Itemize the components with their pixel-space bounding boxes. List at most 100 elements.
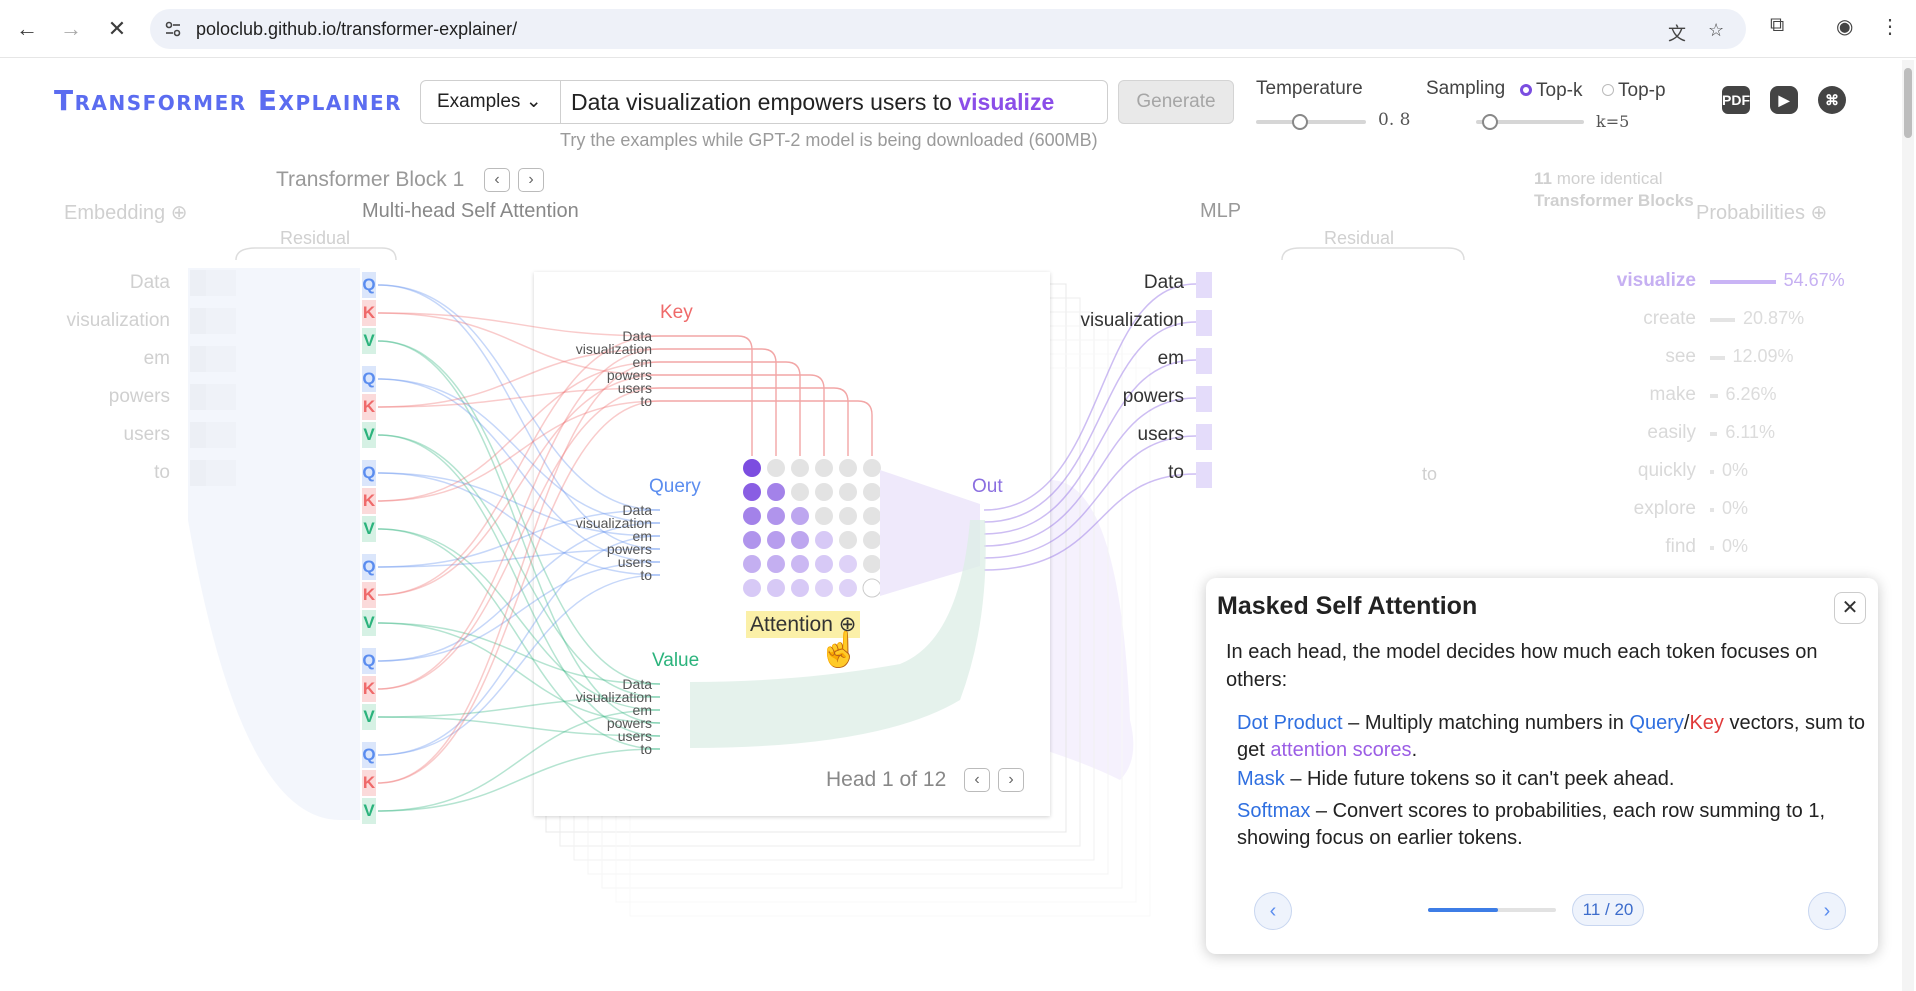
block-prev-button[interactable]: ‹	[484, 168, 510, 192]
head-token-label: visualization	[575, 515, 652, 531]
head-token-label: visualization	[575, 341, 652, 357]
github-icon[interactable]: ⌘	[1818, 86, 1846, 114]
zoom-icon: ⊕	[838, 613, 857, 636]
q-vector-label: Q	[362, 554, 376, 580]
v-flow-line	[377, 709, 661, 812]
previous-step-button[interactable]: ‹	[1254, 892, 1292, 930]
k-vector-label: K	[362, 770, 376, 796]
zoom-icon[interactable]: ⊕	[1810, 202, 1828, 224]
app-logo[interactable]: Transformer Explainer	[54, 84, 403, 117]
next-step-button[interactable]: ›	[1808, 892, 1846, 930]
site-settings-icon[interactable]	[164, 20, 182, 38]
predicted-token: visualize	[958, 89, 1055, 115]
prompt-text: Data visualization empowers users to	[571, 89, 959, 115]
attention-score-dot	[815, 459, 833, 477]
q-flow-line	[377, 284, 661, 511]
q-vector-label: Q	[362, 272, 376, 298]
temperature-slider[interactable]	[1256, 120, 1366, 124]
profile-icon[interactable]: ◉	[1836, 16, 1854, 38]
attention-score-dot	[863, 555, 881, 573]
topk-radio[interactable]: Top-k	[1520, 80, 1582, 102]
head-token-label: Data	[622, 328, 652, 344]
block-next-button[interactable]: ›	[518, 168, 544, 192]
generate-button[interactable]: Generate	[1118, 80, 1234, 124]
close-button[interactable]: ✕	[1834, 592, 1866, 624]
attention-score-dot	[839, 555, 857, 573]
residual-label-right: Residual	[1324, 228, 1395, 248]
q-flow-line	[377, 548, 661, 568]
v-flow-line	[377, 748, 661, 812]
attention-score-dot	[791, 579, 809, 597]
q-vector-label: Q	[362, 460, 376, 486]
address-bar[interactable]: poloclub.github.io/transformer-explainer…	[150, 9, 1746, 49]
probability-token: see	[1665, 346, 1696, 367]
mlp-token: visualization	[1080, 310, 1185, 331]
attention-score-dot	[791, 483, 809, 501]
out-fan	[880, 470, 980, 596]
page-scrollbar[interactable]	[1902, 60, 1914, 991]
attention-score-dot	[743, 507, 761, 525]
more-blocks-note: 11 more identical Transformer Blocks	[1534, 169, 1694, 210]
probability-token: explore	[1633, 498, 1696, 519]
forward-arrow-icon[interactable]: →	[60, 16, 82, 41]
topp-radio[interactable]: Top-p	[1602, 80, 1666, 102]
probability-token: easily	[1647, 422, 1696, 443]
k-flow-line	[377, 348, 661, 408]
key-connector	[660, 374, 825, 456]
k-value: k=5	[1596, 112, 1630, 131]
qkv-flow-lines	[377, 284, 661, 812]
k-vector-label: K	[362, 488, 376, 514]
embedding-title[interactable]: Embedding ⊕	[64, 202, 188, 224]
attention-matrix[interactable]	[660, 335, 882, 598]
head-prev-button[interactable]: ‹	[964, 768, 990, 792]
input-token-list: Data visualization em powers users to	[40, 264, 171, 492]
key-connector	[660, 361, 801, 456]
out-flow-line	[983, 397, 1197, 547]
k-vector-label: K	[362, 300, 376, 326]
key-connector	[660, 348, 777, 456]
topk-slider[interactable]	[1476, 120, 1584, 124]
attention-score-dot	[743, 579, 761, 597]
bookmark-star-icon[interactable]: ☆	[1708, 20, 1725, 40]
temperature-slider-knob[interactable]	[1292, 114, 1308, 130]
q-vector-label: Q	[362, 648, 376, 674]
probability-bar	[1710, 394, 1718, 398]
radio-unselected-icon	[1602, 84, 1614, 96]
mlp-token: users	[1137, 424, 1184, 445]
extensions-icon[interactable]: ⧉	[1770, 14, 1785, 36]
attention-score-dot	[839, 507, 857, 525]
v-flow-line	[377, 528, 661, 750]
out-flow-lines	[880, 283, 1197, 596]
attention-score-dot	[743, 531, 761, 549]
stop-loading-icon[interactable]: ✕	[107, 16, 127, 41]
examples-dropdown[interactable]: Examples ⌄	[421, 81, 561, 123]
translate-icon[interactable]: 文	[1668, 24, 1686, 44]
browser-menu-icon[interactable]: ⋮	[1880, 16, 1900, 38]
prompt-input[interactable]: Data visualization empowers users to vis…	[571, 89, 1054, 116]
attention-score-dot	[863, 459, 881, 477]
key-connector	[660, 387, 849, 456]
probabilities-title[interactable]: Probabilities ⊕	[1696, 202, 1828, 224]
zoom-icon[interactable]: ⊕	[170, 202, 188, 224]
youtube-icon[interactable]: ▶	[1770, 86, 1798, 114]
head-token-label: em	[632, 354, 652, 370]
input-token: Data	[129, 272, 170, 293]
out-flow-line	[983, 435, 1197, 559]
v-flow-line	[377, 622, 661, 685]
probability-value: 0%	[1722, 536, 1749, 556]
head-next-button[interactable]: ›	[998, 768, 1024, 792]
pdf-icon[interactable]: PDF	[1722, 86, 1750, 114]
mlp-token: powers	[1122, 386, 1184, 407]
v-flow-line	[377, 340, 661, 724]
scrollbar-thumb[interactable]	[1904, 68, 1912, 138]
head-token-label: em	[632, 702, 652, 718]
attention-score-dot	[767, 507, 785, 525]
key-label: Key	[660, 302, 693, 323]
topk-slider-knob[interactable]	[1482, 114, 1498, 130]
v-flow-line	[377, 528, 661, 711]
attention-score-dot	[815, 579, 833, 597]
probability-token: find	[1665, 536, 1696, 557]
attention-zoom-button[interactable]: Attention ⊕	[746, 611, 861, 638]
back-arrow-icon[interactable]: ←	[16, 16, 38, 41]
q-flow-line	[377, 284, 661, 550]
